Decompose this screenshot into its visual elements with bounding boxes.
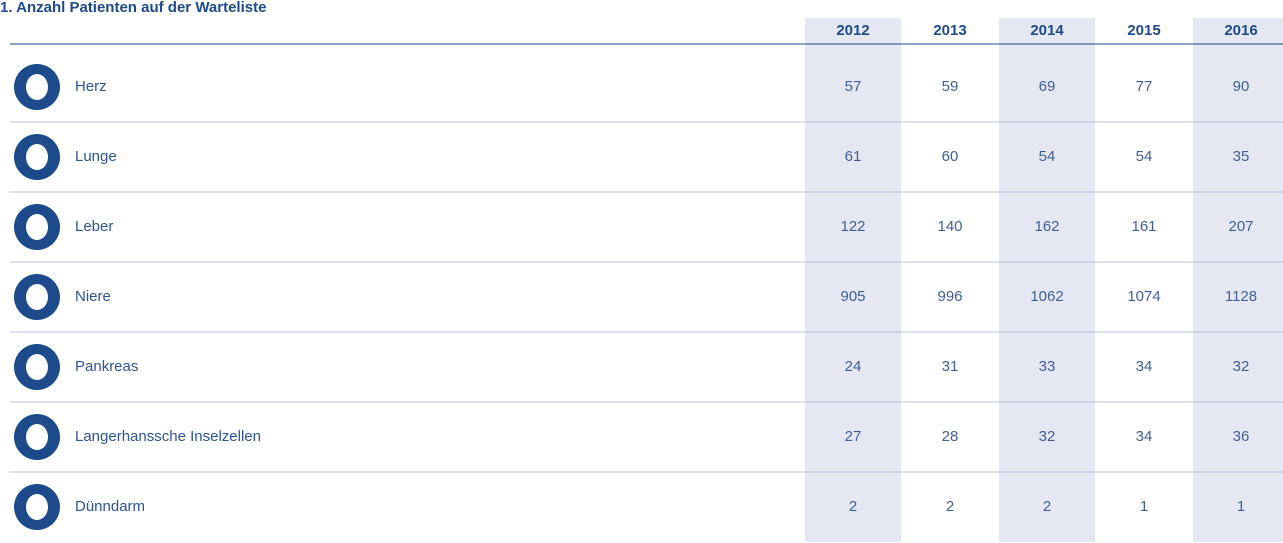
cell-value: 162 — [1034, 218, 1059, 235]
cell-value: 60 — [942, 148, 959, 165]
column-header: 2014 — [1030, 22, 1064, 39]
column-shade — [1193, 18, 1283, 542]
cell-value: 905 — [840, 288, 865, 305]
column-header: 2013 — [933, 22, 966, 39]
cell-value: 35 — [1233, 148, 1250, 165]
icon-shape — [26, 214, 48, 240]
icon-shape — [26, 144, 48, 170]
cell-value: 61 — [845, 148, 862, 165]
cell-value: 34 — [1136, 358, 1153, 375]
cell-value: 2 — [946, 498, 954, 515]
cell-value: 33 — [1039, 358, 1056, 375]
cell-value: 207 — [1228, 218, 1253, 235]
cell-value: 161 — [1131, 218, 1156, 235]
organ-icon — [14, 204, 60, 250]
row-label: Leber — [75, 218, 113, 235]
icon-shape — [26, 284, 48, 310]
row-label: Niere — [75, 288, 111, 305]
row-label: Langerhanssche Inselzellen — [75, 428, 261, 445]
cell-value: 31 — [942, 358, 959, 375]
icon-shape — [26, 74, 48, 100]
cell-value: 996 — [937, 288, 962, 305]
cell-value: 27 — [845, 428, 862, 445]
cell-value: 54 — [1136, 148, 1153, 165]
organ-icon — [14, 484, 60, 530]
icon-shape — [26, 354, 48, 380]
cell-value: 34 — [1136, 428, 1153, 445]
cell-value: 77 — [1136, 78, 1153, 95]
organ-icon — [14, 274, 60, 320]
cell-value: 2 — [849, 498, 857, 515]
column-shade — [805, 18, 901, 542]
icon-shape — [26, 424, 48, 450]
cell-value: 28 — [942, 428, 959, 445]
cell-value: 36 — [1233, 428, 1250, 445]
cell-value: 32 — [1039, 428, 1056, 445]
cell-value: 32 — [1233, 358, 1250, 375]
row-label: Pankreas — [75, 358, 138, 375]
title: 1. Anzahl Patienten auf der Warteliste — [0, 0, 266, 16]
cell-value: 1 — [1140, 498, 1148, 515]
cell-value: 59 — [942, 78, 959, 95]
cell-value: 1 — [1237, 498, 1245, 515]
row-label: Lunge — [75, 148, 117, 165]
cell-value: 122 — [840, 218, 865, 235]
cell-value: 90 — [1233, 78, 1250, 95]
row-label: Dünndarm — [75, 498, 145, 515]
cell-value: 1062 — [1030, 288, 1063, 305]
organ-icon — [14, 134, 60, 180]
cell-value: 1074 — [1127, 288, 1160, 305]
organ-icon — [14, 64, 60, 110]
organ-icon — [14, 414, 60, 460]
column-header: 2016 — [1224, 22, 1257, 39]
cell-value: 57 — [845, 78, 862, 95]
cell-value: 24 — [845, 358, 862, 375]
cell-value: 1128 — [1225, 288, 1257, 305]
organ-icon — [14, 344, 60, 390]
column-shade — [999, 18, 1095, 542]
cell-value: 2 — [1043, 498, 1051, 515]
column-header: 2012 — [836, 22, 869, 39]
cell-value: 69 — [1039, 78, 1056, 95]
icon-shape — [26, 494, 48, 520]
row-label: Herz — [75, 78, 107, 95]
column-header: 2015 — [1127, 22, 1160, 39]
cell-value: 54 — [1039, 148, 1056, 165]
cell-value: 140 — [937, 218, 962, 235]
